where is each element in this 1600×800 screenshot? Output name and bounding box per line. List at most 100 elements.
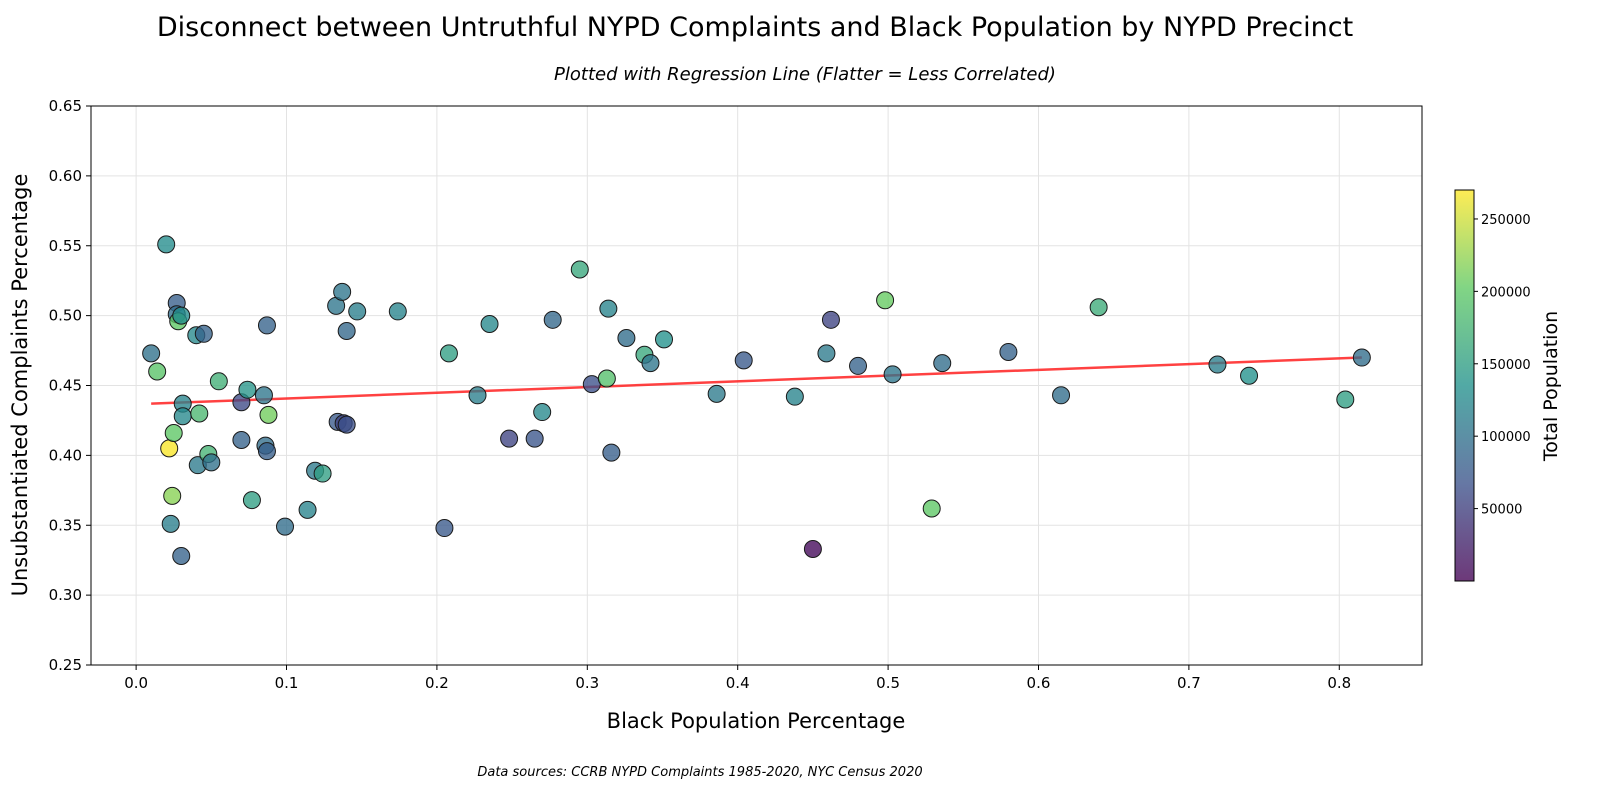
x-tick-label: 0.7: [1177, 674, 1201, 692]
data-point: [242, 491, 261, 510]
data-point: [259, 405, 278, 424]
x-tick-label: 0.0: [124, 674, 148, 692]
y-tick-label: 0.30: [49, 586, 82, 604]
data-point: [468, 386, 487, 405]
data-point: [172, 546, 191, 565]
data-point: [173, 407, 192, 426]
y-tick-label: 0.55: [49, 237, 82, 255]
grid: [91, 105, 1422, 666]
data-point: [876, 291, 895, 310]
data-point: [148, 362, 167, 381]
data-point: [160, 439, 179, 458]
data-point: [202, 453, 221, 472]
data-point: [582, 375, 601, 394]
y-axis: 0.25 0.30 0.35 0.40 0.45 0.50 0.55 0.60 0.65: [49, 97, 91, 674]
chart-subtitle: Plotted with Regression Line (Flatter = …: [554, 64, 1056, 85]
colorbar-tick-label: 200000: [1481, 285, 1531, 300]
data-point: [543, 310, 562, 329]
data-point: [533, 403, 552, 422]
data-point: [803, 540, 822, 559]
data-point: [163, 486, 182, 505]
data-point: [1336, 390, 1355, 409]
y-tick-label: 0.65: [49, 97, 82, 115]
regression-layer: [151, 356, 1362, 405]
data-point: [570, 260, 589, 279]
data-point: [232, 431, 251, 450]
x-tick-label: 0.4: [726, 674, 750, 692]
data-point: [209, 372, 228, 391]
colorbar-tick-label: 250000: [1481, 213, 1531, 228]
colorbar-tick-label: 100000: [1481, 430, 1531, 445]
data-point: [254, 386, 273, 405]
data-point: [388, 302, 407, 321]
data-point: [597, 369, 616, 388]
y-tick-label: 0.60: [49, 167, 82, 185]
y-tick-label: 0.40: [49, 446, 82, 464]
data-point: [599, 299, 618, 318]
data-point: [1052, 386, 1071, 405]
data-point: [161, 514, 180, 533]
data-point: [500, 429, 519, 448]
data-point: [883, 365, 902, 384]
y-axis-label: Unsubstantiated Complaints Percentage: [8, 174, 32, 597]
y-tick-label: 0.50: [49, 307, 82, 325]
colorbar-tick-label: 50000: [1481, 503, 1522, 518]
y-tick-label: 0.45: [49, 377, 82, 395]
y-tick-label: 0.35: [49, 516, 82, 534]
data-point: [999, 342, 1018, 361]
data-point: [602, 443, 621, 462]
data-point: [337, 415, 356, 434]
data-point: [313, 464, 332, 483]
data-point: [525, 429, 544, 448]
data-point: [238, 380, 257, 399]
data-point: [333, 282, 352, 301]
data-point: [190, 404, 209, 423]
data-point: [257, 316, 276, 335]
colorbar-ticks: 50000 100000 150000 200000 250000: [1474, 213, 1531, 518]
data-point: [480, 315, 499, 334]
data-point: [821, 310, 840, 329]
data-point: [641, 354, 660, 373]
colorbar: [1454, 189, 1475, 582]
data-point: [348, 302, 367, 321]
x-axis: 0.0 0.1 0.2 0.3 0.4 0.5 0.6 0.7 0.8: [124, 665, 1351, 692]
x-tick-label: 0.6: [1027, 674, 1051, 692]
x-tick-label: 0.1: [275, 674, 299, 692]
y-tick-label: 0.25: [49, 656, 82, 674]
data-point: [194, 324, 213, 343]
x-tick-label: 0.5: [876, 674, 900, 692]
data-point: [734, 351, 753, 370]
data-point: [933, 354, 952, 373]
data-point: [337, 321, 356, 340]
x-tick-label: 0.2: [425, 674, 449, 692]
data-point: [172, 306, 191, 325]
data-point: [1089, 298, 1108, 317]
data-point: [817, 344, 836, 363]
regression-line: [151, 356, 1362, 405]
data-point: [1240, 366, 1259, 385]
data-point: [655, 330, 674, 349]
colorbar-label: Total Population: [1540, 311, 1562, 462]
data-point: [617, 328, 636, 347]
x-tick-label: 0.8: [1327, 674, 1351, 692]
data-point: [707, 384, 726, 403]
data-point: [435, 519, 454, 538]
x-axis-label: Black Population Percentage: [607, 709, 906, 733]
colorbar-tick-label: 150000: [1481, 358, 1531, 373]
data-point: [298, 500, 317, 519]
x-tick-label: 0.3: [575, 674, 599, 692]
data-point: [142, 344, 161, 363]
points-layer: [142, 235, 1371, 565]
data-point: [257, 442, 276, 461]
data-point: [276, 517, 295, 536]
data-point: [164, 424, 183, 443]
data-source-note: Data sources: CCRB NYPD Complaints 1985-…: [477, 765, 922, 780]
data-point: [439, 344, 458, 363]
chart-title: Disconnect between Untruthful NYPD Compl…: [157, 12, 1353, 43]
data-point: [1352, 348, 1371, 367]
data-point: [922, 499, 941, 518]
data-point: [157, 235, 176, 254]
data-point: [1208, 355, 1227, 374]
data-point: [785, 387, 804, 406]
